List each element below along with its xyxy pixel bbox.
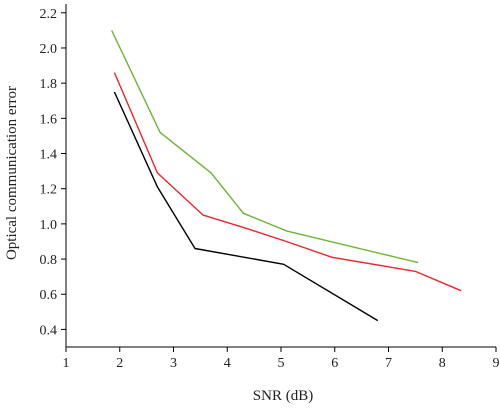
y-axis-label: Optical communication error xyxy=(4,86,20,260)
x-tick-label: 9 xyxy=(493,356,500,371)
y-tick-label: 0.8 xyxy=(40,253,58,268)
x-tick-label: 4 xyxy=(224,356,231,371)
y-tick-label: 1.4 xyxy=(40,148,58,163)
y-tick-label: 0.4 xyxy=(40,323,58,338)
x-tick-label: 2 xyxy=(116,356,123,371)
x-tick-label: 7 xyxy=(385,356,392,371)
x-tick-label: 5 xyxy=(278,356,285,371)
plot-frame xyxy=(65,4,496,348)
x-axis-label: SNR (dB) xyxy=(253,388,313,404)
y-tick-label: 1.6 xyxy=(40,112,58,127)
y-tick-label: 1.0 xyxy=(40,218,58,233)
series-line-3 xyxy=(111,30,419,264)
y-tick-label: 0.6 xyxy=(40,288,58,303)
y-tick-label: 1.8 xyxy=(40,77,58,92)
y-tick-label: 2.0 xyxy=(40,42,58,57)
x-tick-label: 6 xyxy=(331,356,338,371)
x-tick-label: 3 xyxy=(170,356,177,371)
x-axis: 1 2 3 4 5 6 7 8 9 xyxy=(63,347,500,371)
series-line-1 xyxy=(113,91,379,322)
x-tick-label: 8 xyxy=(439,356,446,371)
y-axis: 0.4 0.6 0.8 1.0 1.2 1.4 1.6 1.8 2.0 2.2 xyxy=(40,7,66,338)
y-tick-label: 1.2 xyxy=(40,183,58,198)
x-tick-label: 1 xyxy=(63,356,70,371)
series-group xyxy=(111,30,462,322)
y-tick-label: 2.2 xyxy=(40,7,58,22)
series-line-2 xyxy=(113,72,462,292)
